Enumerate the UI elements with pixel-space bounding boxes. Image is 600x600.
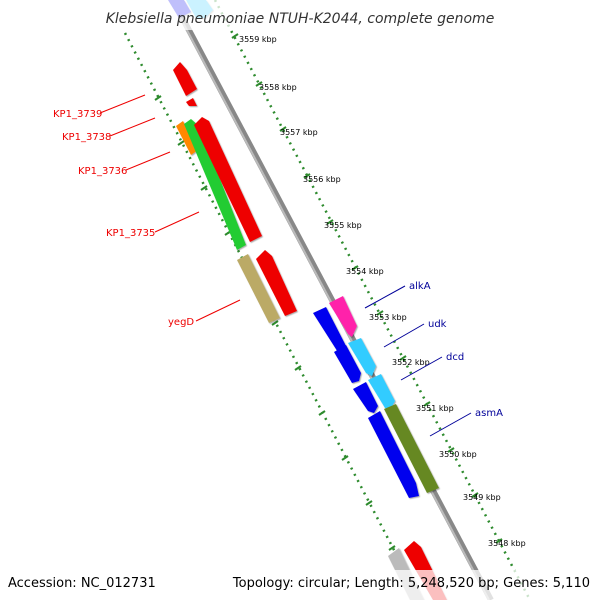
genome-summary-text: Topology: circular; Length: 5,248,520 bp…	[232, 576, 590, 591]
tick-label-3554: 3554 kbp	[346, 267, 384, 276]
gene-label-kp1-3739[interactable]: KP1_3739	[53, 109, 102, 120]
track-background	[115, 0, 600, 600]
gene-label-dcd[interactable]: dcd	[446, 352, 464, 363]
gene-feature-small-red-1[interactable]	[173, 62, 197, 96]
tick-label-3548: 3548 kbp	[488, 539, 526, 548]
forward-strand-features	[313, 296, 439, 498]
tick-label-3558: 3558 kbp	[259, 83, 297, 92]
tick-label-3550: 3550 kbp	[439, 450, 477, 459]
gene-feature-udk[interactable]	[348, 338, 376, 376]
gene-feature-blue-3[interactable]	[353, 382, 378, 413]
gene-label-yegD[interactable]: yegD	[168, 317, 194, 328]
gene-label-kp1-3738[interactable]: KP1_3738	[62, 132, 111, 143]
gene-feature-kp1-3738[interactable]	[176, 121, 198, 155]
tick-label-3553: 3553 kbp	[369, 313, 407, 322]
left-ruler-ticks	[154, 95, 396, 551]
gene-feature-blue-1[interactable]	[313, 307, 349, 357]
tick-label-3556: 3556 kbp	[303, 175, 341, 184]
accession-text: Accession: NC_012731	[8, 576, 156, 591]
gene-label-asmA[interactable]: asmA	[475, 408, 503, 419]
tick-label-3555: 3555 kbp	[324, 221, 362, 230]
gene-feature-alkA[interactable]	[329, 296, 357, 337]
right-dotted-ruler	[213, 0, 532, 600]
gene-label-kp1-3735[interactable]: KP1_3735	[106, 228, 155, 239]
reverse-gene-leaders	[99, 94, 241, 322]
scale-tick-labels: 3559 kbp 3558 kbp 3557 kbp 3556 kbp 3555…	[239, 35, 526, 548]
gene-label-udk[interactable]: udk	[428, 319, 447, 330]
gene-feature-yegD[interactable]	[237, 254, 280, 323]
gene-feature-small-red-2[interactable]	[186, 98, 197, 106]
tick-label-3552: 3552 kbp	[392, 358, 430, 367]
genome-title: Klebsiella pneumoniae NTUH-K2044, comple…	[106, 11, 495, 27]
gene-label-alkA[interactable]: alkA	[409, 281, 431, 292]
tick-label-3557: 3557 kbp	[280, 128, 318, 137]
footer-banner	[0, 570, 600, 600]
right-ruler-ticks	[231, 33, 503, 544]
tick-label-3551: 3551 kbp	[416, 404, 454, 413]
left-dotted-ruler	[123, 32, 422, 600]
tick-label-3559: 3559 kbp	[239, 35, 277, 44]
genome-backbone	[170, 0, 494, 600]
gene-feature-kp1-3736[interactable]	[184, 119, 246, 250]
title-banner	[0, 0, 600, 30]
forward-gene-leaders	[364, 285, 472, 437]
tick-label-3549: 3549 kbp	[463, 493, 501, 502]
gene-feature-red-long[interactable]	[256, 250, 297, 316]
gene-feature-dcd[interactable]	[368, 374, 395, 410]
gene-label-kp1-3736[interactable]: KP1_3736	[78, 166, 127, 177]
gene-feature-blue-2[interactable]	[334, 345, 361, 383]
gene-feature-asmA[interactable]	[384, 404, 439, 493]
genome-backbone-highlight	[170, 0, 490, 600]
gene-feature-blue-4[interactable]	[368, 411, 419, 498]
gene-feature-kp1-3735[interactable]	[194, 117, 262, 242]
